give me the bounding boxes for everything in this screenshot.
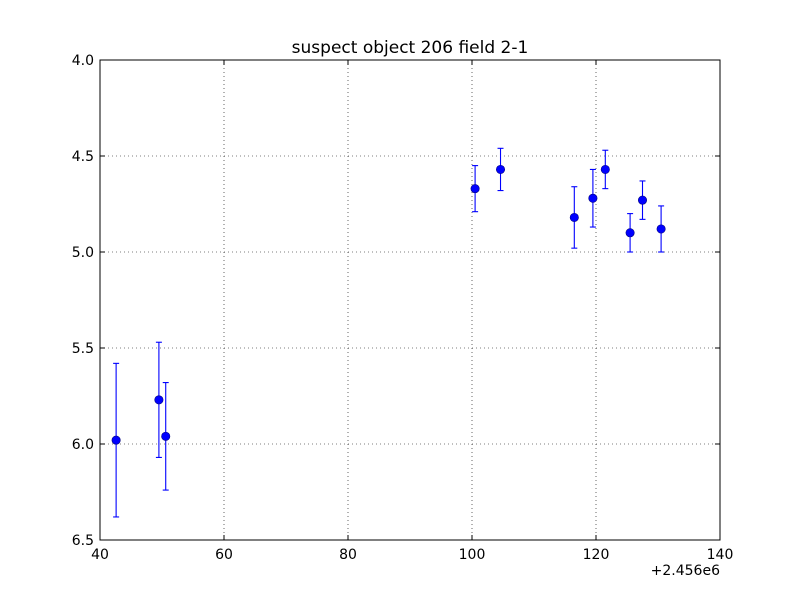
x-tick-label: 40 bbox=[91, 547, 109, 563]
data-point bbox=[656, 224, 666, 234]
data-point-group bbox=[656, 205, 666, 253]
data-point-group bbox=[588, 168, 598, 228]
data-point bbox=[625, 228, 635, 238]
y-tick-label: 6.0 bbox=[72, 437, 94, 453]
data-point-group bbox=[569, 186, 579, 249]
data-point bbox=[600, 164, 610, 174]
x-tick-label: 140 bbox=[707, 547, 734, 563]
data-point-group bbox=[111, 362, 121, 518]
x-tick-label: 80 bbox=[339, 547, 357, 563]
plot-frame bbox=[99, 59, 721, 541]
x-tick-labels: 40 60 80 100 120 140 bbox=[91, 547, 733, 563]
data-point bbox=[569, 212, 579, 222]
data-point-group bbox=[637, 180, 647, 220]
x-tick-label: 100 bbox=[459, 547, 486, 563]
y-tick-label: 5.0 bbox=[72, 245, 94, 261]
data-point bbox=[111, 435, 121, 445]
data-point-group bbox=[161, 382, 171, 491]
data-point bbox=[161, 431, 171, 441]
data-point bbox=[637, 195, 647, 205]
data-point-group bbox=[470, 165, 480, 213]
axis-ticks bbox=[99, 59, 721, 541]
data-point bbox=[496, 164, 506, 174]
x-tick-label: 60 bbox=[215, 547, 233, 563]
y-tick-labels: 4.0 4.5 5.0 5.5 6.0 6.5 bbox=[72, 53, 94, 549]
y-tick-label: 4.0 bbox=[72, 53, 94, 69]
y-tick-label: 6.5 bbox=[72, 533, 94, 549]
y-tick-label: 5.5 bbox=[72, 341, 94, 357]
data-point-group bbox=[496, 147, 506, 192]
data-point-group bbox=[625, 213, 635, 253]
data-point-group bbox=[154, 341, 164, 458]
grid-lines bbox=[99, 59, 721, 541]
x-tick-label: 120 bbox=[583, 547, 610, 563]
y-tick-label: 4.5 bbox=[72, 149, 94, 165]
data-series bbox=[111, 147, 666, 518]
chart-title: suspect object 206 field 2-1 bbox=[292, 38, 529, 58]
data-point bbox=[588, 193, 598, 203]
x-offset-label: +2.456e6 bbox=[651, 563, 720, 579]
data-point bbox=[154, 395, 164, 405]
data-point bbox=[470, 184, 480, 194]
data-point-group bbox=[600, 149, 610, 190]
